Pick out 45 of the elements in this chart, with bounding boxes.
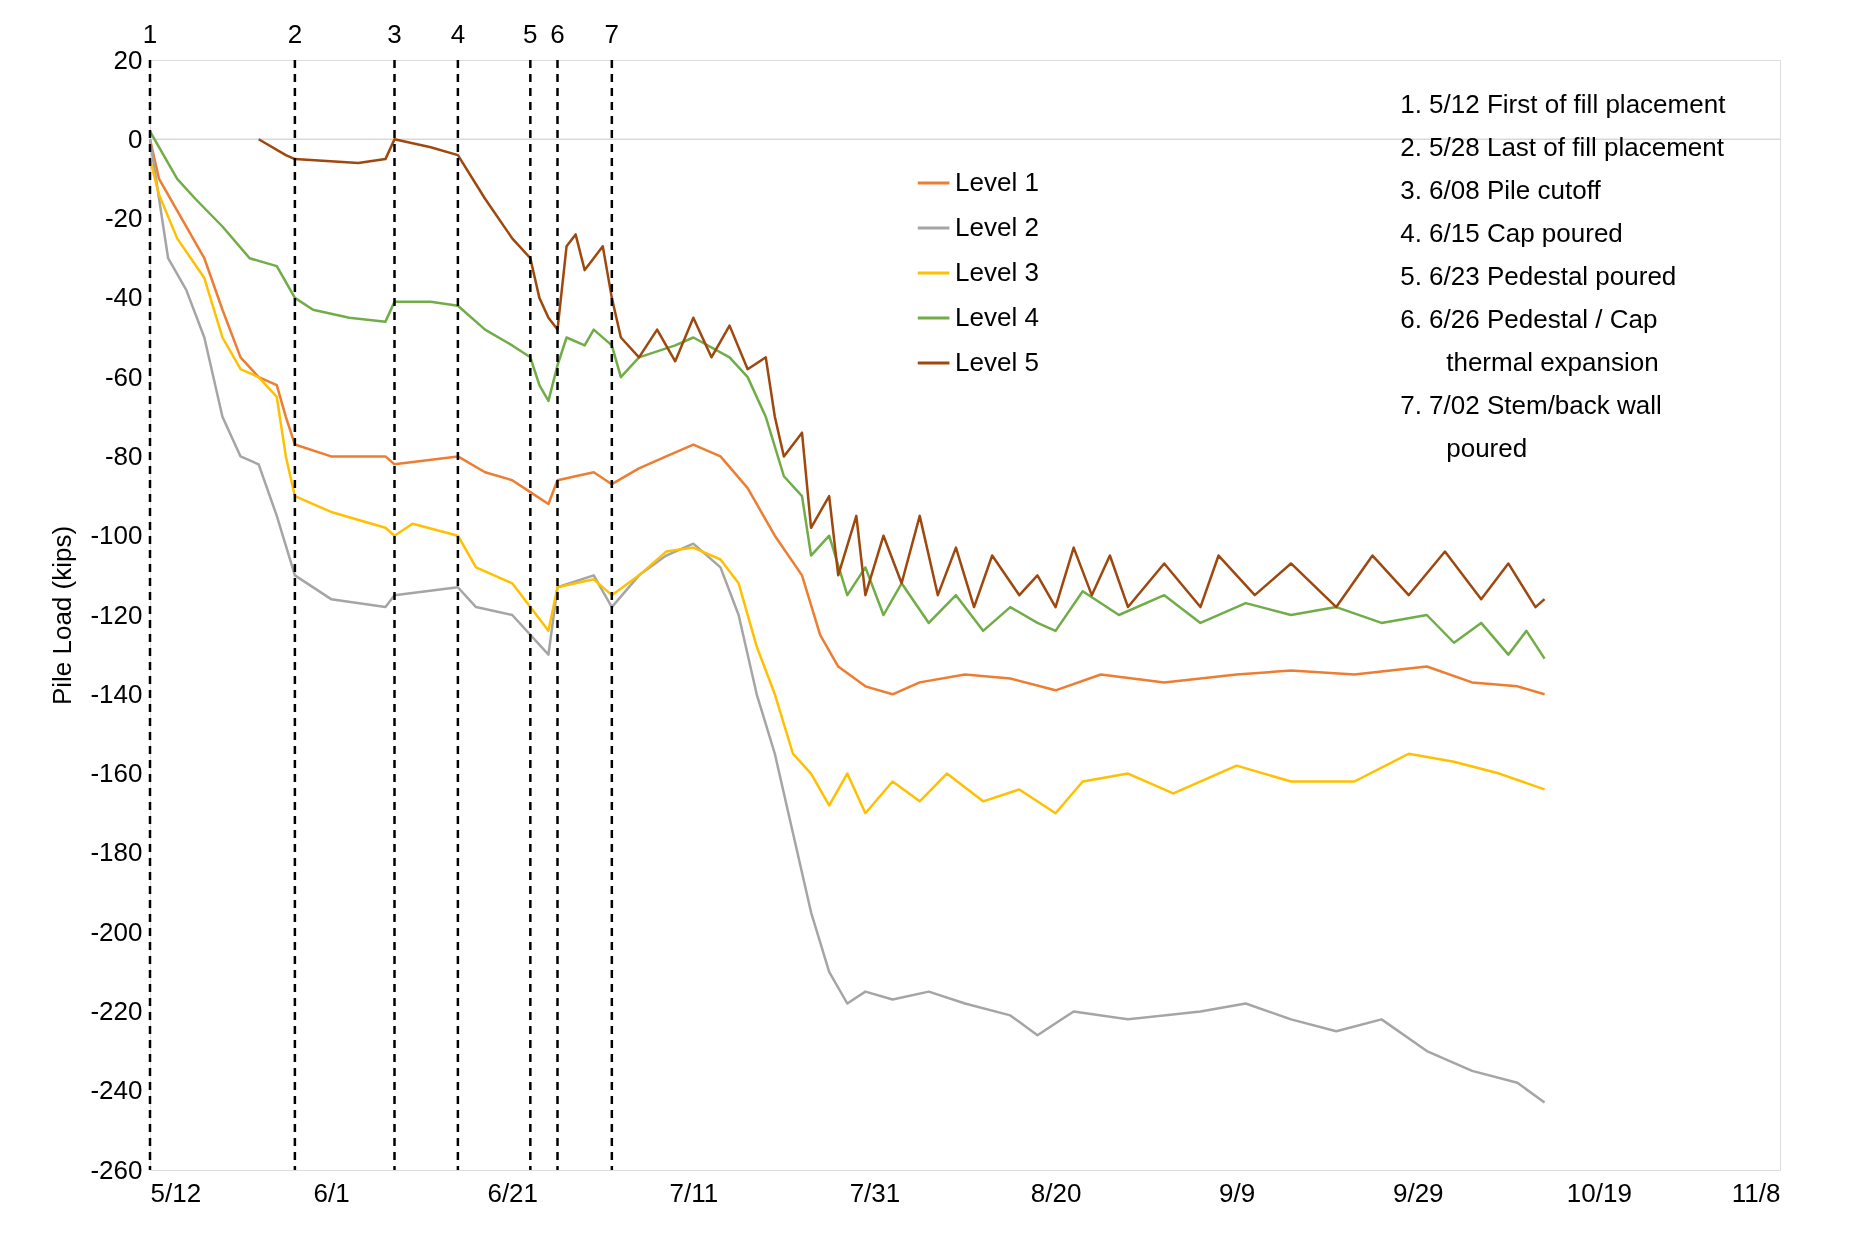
annotation: 4. 6/15 Cap poured [1400, 218, 1623, 248]
y-tick-label: -80 [104, 440, 143, 471]
y-tick-label: -100 [90, 520, 143, 551]
x-tick-label: 11/8 [1731, 1177, 1781, 1208]
x-tick-label: 6/1 [313, 1177, 350, 1208]
x-tick-label: 7/31 [849, 1177, 901, 1208]
y-tick-label: -140 [90, 678, 143, 709]
annotation: 7. 7/02 Stem/back wall poured [1400, 390, 1662, 463]
x-tick-label: 9/29 [1392, 1177, 1444, 1208]
ref-line-label: 7 [604, 19, 620, 49]
y-tick-label: -180 [90, 837, 143, 868]
ref-line-label: 1 [142, 19, 158, 49]
y-tick-label: 20 [113, 44, 143, 75]
x-tick-label: 7/11 [669, 1177, 719, 1208]
x-tick-label: 5/12 [150, 1177, 202, 1208]
ref-line-label: 5 [523, 19, 538, 49]
x-tick-label: 10/19 [1566, 1177, 1632, 1208]
x-tick-label: 8/20 [1030, 1177, 1082, 1208]
ref-line-label: 4 [450, 19, 466, 49]
y-tick-label: 0 [128, 123, 143, 154]
legend-label: Level 1 [955, 166, 1039, 197]
legend-label: Level 5 [955, 346, 1039, 377]
legend-label: Level 3 [955, 256, 1039, 287]
annotation: 6. 6/26 Pedestal / Cap thermal expansion [1400, 304, 1659, 377]
annotation: 3. 6/08 Pile cutoff [1400, 175, 1602, 205]
annotation: 5. 6/23 Pedestal poured [1400, 261, 1677, 291]
annotation: 2. 5/28 Last of fill placement [1400, 132, 1725, 162]
legend-label: Level 2 [955, 211, 1039, 242]
ref-line-label: 2 [287, 19, 303, 49]
y-tick-label: -20 [104, 203, 143, 234]
ref-line-label: 3 [387, 19, 402, 49]
y-tick-label: -240 [90, 1075, 143, 1106]
y-tick-label: -120 [90, 599, 143, 630]
y-tick-label: -60 [104, 361, 143, 392]
legend-label: Level 4 [955, 301, 1039, 332]
y-tick-label: -200 [90, 916, 143, 947]
annotation: 1. 5/12 First of fill placement [1400, 89, 1727, 119]
y-axis-title: Pile Load (kips) [47, 525, 78, 706]
x-tick-label: 6/21 [487, 1177, 539, 1208]
x-tick-label: 9/9 [1219, 1177, 1256, 1208]
y-tick-label: -260 [90, 1154, 143, 1185]
ref-line-label: 6 [550, 19, 565, 49]
y-tick-label: -40 [104, 282, 143, 313]
y-tick-label: -160 [90, 758, 143, 789]
y-tick-label: -220 [90, 995, 143, 1026]
